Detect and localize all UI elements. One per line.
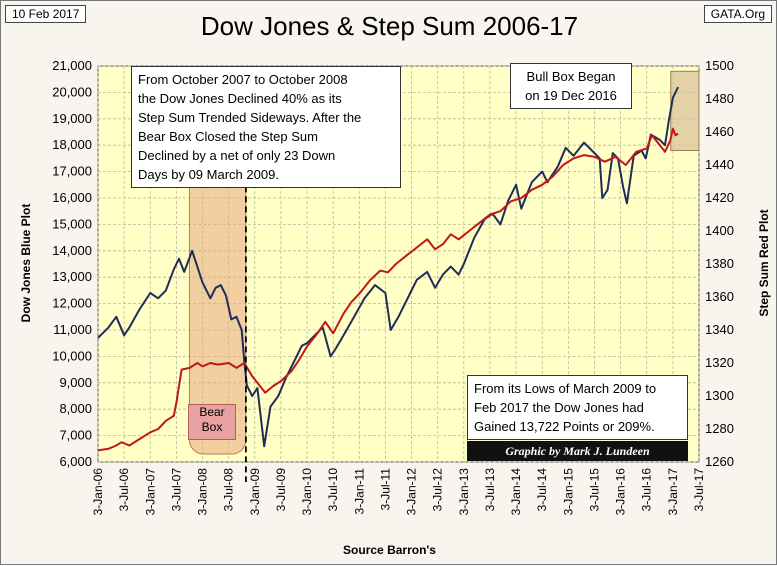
- bear-note: From October 2007 to October 2008 the Do…: [131, 66, 401, 188]
- x-tick-label: 3-Jul-07: [169, 468, 183, 512]
- right-tick-label: 1380: [705, 256, 734, 271]
- x-tick-label: 3-Jan-16: [614, 468, 628, 516]
- left-tick-label: 17,000: [52, 164, 92, 179]
- bull-note-line: Bull Box Began: [526, 69, 616, 84]
- left-tick-label: 20,000: [52, 84, 92, 99]
- chart-title: Dow Jones & Step Sum 2006-17: [200, 11, 579, 41]
- bear-note-line: Step Sum Trended Sideways. After the: [138, 110, 362, 125]
- x-tick-label: 3-Jul-16: [640, 468, 654, 512]
- x-tick-label: 3-Jan-13: [457, 468, 471, 516]
- x-tick-label: 3-Jan-14: [509, 468, 523, 516]
- bull-note-line: on 19 Dec 2016: [525, 88, 617, 103]
- x-tick-label: 3-Jan-07: [143, 468, 157, 516]
- right-tick-label: 1420: [705, 190, 734, 205]
- left-tick-label: 13,000: [52, 269, 92, 284]
- left-tick-label: 12,000: [52, 296, 92, 311]
- lows-note-line: Feb 2017 the Dow Jones had: [474, 400, 644, 415]
- bear-note-line: the Dow Jones Declined 40% as its: [138, 91, 342, 106]
- right-tick-label: 1360: [705, 289, 734, 304]
- left-tick-label: 10,000: [52, 348, 92, 363]
- left-tick-label: 8,000: [59, 401, 92, 416]
- source-tag: GATA.Org: [703, 5, 772, 23]
- bear-box-label-line: Box: [201, 420, 223, 434]
- x-tick-label: 3-Jan-12: [405, 468, 419, 516]
- date-tag: 10 Feb 2017: [5, 5, 87, 23]
- left-tick-label: 15,000: [52, 216, 92, 231]
- x-tick-label: 3-Jul-09: [274, 468, 288, 512]
- x-tick-label: 3-Jan-10: [300, 468, 314, 516]
- bear-note-line: From October 2007 to October 2008: [138, 72, 348, 87]
- bear-note-line: Days by 09 March 2009.: [138, 167, 279, 182]
- left-tick-label: 21,000: [52, 58, 92, 73]
- x-tick-label: 3-Jul-06: [117, 468, 131, 512]
- x-tick-label: 3-Jan-17: [666, 468, 680, 516]
- left-tick-label: 9,000: [59, 375, 92, 390]
- right-tick-label: 1340: [705, 322, 734, 337]
- credit-label: Graphic by Mark J. Lundeen: [467, 441, 688, 461]
- x-tick-label: 3-Jul-11: [378, 468, 392, 511]
- left-axis-title: Dow Jones Blue Plot: [19, 203, 33, 323]
- lows-note-line: Gained 13,722 Points or 209%.: [474, 419, 655, 434]
- left-tick-label: 11,000: [53, 322, 92, 337]
- left-tick-label: 6,000: [59, 454, 92, 469]
- right-tick-label: 1320: [705, 355, 734, 370]
- right-tick-label: 1460: [705, 124, 734, 139]
- x-tick-label: 3-Jul-14: [535, 468, 549, 512]
- right-tick-label: 1440: [705, 157, 734, 172]
- left-tick-label: 14,000: [52, 243, 92, 258]
- x-axis-title: Source Barron's: [343, 543, 436, 557]
- x-tick-label: 3-Jan-08: [196, 468, 210, 516]
- right-tick-label: 1280: [705, 421, 734, 436]
- left-tick-label: 16,000: [52, 190, 92, 205]
- right-tick-label: 1480: [705, 91, 734, 106]
- x-tick-label: 3-Jan-15: [561, 468, 575, 516]
- x-tick-label: 3-Jul-13: [483, 468, 497, 512]
- x-tick-label: 3-Jul-10: [326, 468, 340, 512]
- left-tick-label: 19,000: [52, 111, 92, 126]
- x-tick-label: 3-Jul-17: [692, 468, 706, 512]
- bear-box-label-line: Bear: [199, 405, 225, 419]
- left-tick-label: 18,000: [52, 137, 92, 152]
- lows-note-line: From its Lows of March 2009 to: [474, 381, 657, 396]
- x-tick-label: 3-Jan-11: [352, 468, 366, 515]
- right-tick-label: 1500: [705, 58, 734, 73]
- lows-note: From its Lows of March 2009 to Feb 2017 …: [467, 375, 688, 440]
- right-tick-label: 1300: [705, 388, 734, 403]
- right-tick-label: 1400: [705, 223, 734, 238]
- x-tick-label: 3-Jul-08: [222, 468, 236, 512]
- bull-box: [670, 70, 700, 151]
- step-sum-line: [97, 127, 679, 452]
- bear-note-line: Declined by a net of only 23 Down: [138, 148, 336, 163]
- x-tick-label: 3-Jan-09: [248, 468, 262, 516]
- bear-note-line: Bear Box Closed the Step Sum: [138, 129, 318, 144]
- right-axis-title: Step Sum Red Plot: [757, 209, 771, 317]
- x-tick-label: 3-Jul-15: [587, 468, 601, 512]
- x-tick-label: 3-Jul-12: [431, 468, 445, 512]
- dow-jones-line: [97, 86, 679, 448]
- bull-note: Bull Box Began on 19 Dec 2016: [510, 63, 632, 109]
- x-tick-label: 3-Jan-06: [91, 468, 105, 516]
- bear-box-label: Bear Box: [188, 404, 236, 440]
- right-tick-label: 1260: [705, 454, 734, 469]
- left-tick-label: 7,000: [59, 428, 92, 443]
